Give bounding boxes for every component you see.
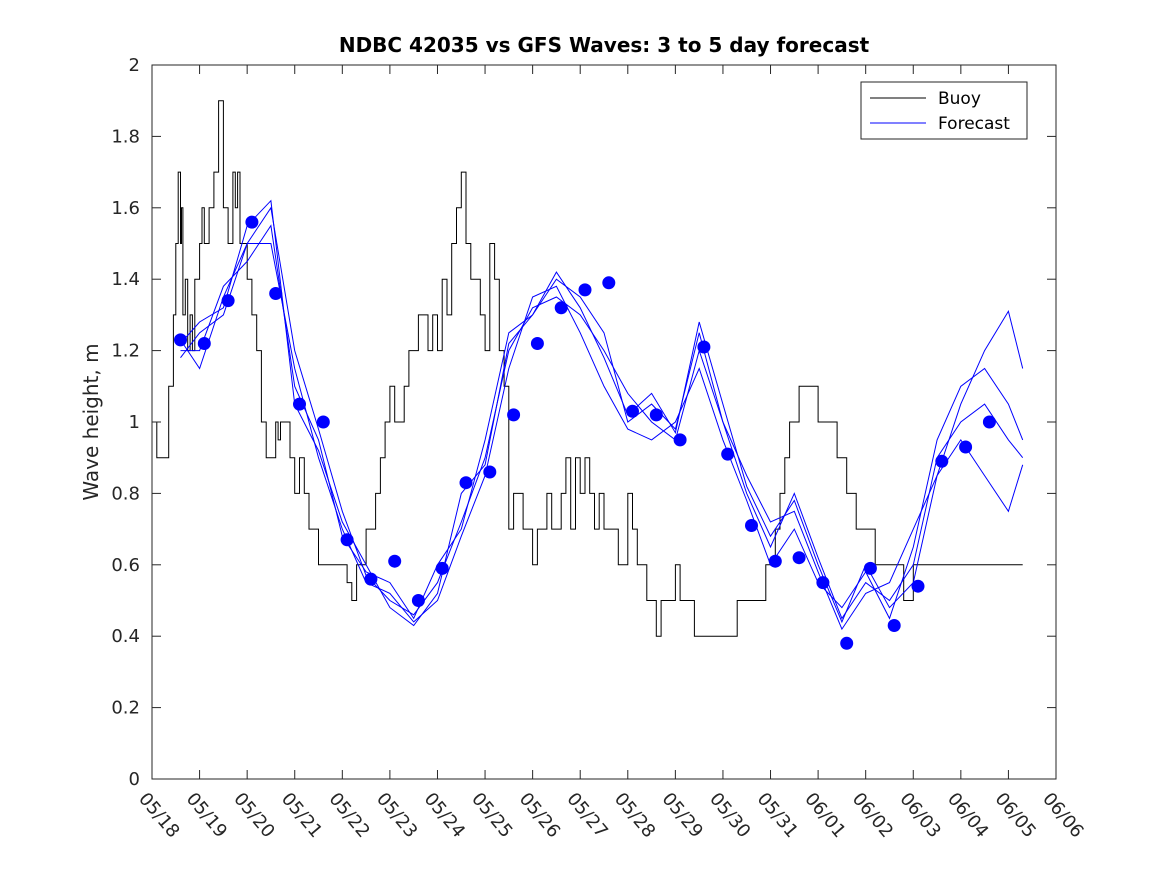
y-tick-label: 1.2 [111, 341, 140, 362]
x-tick-label: 05/28 [610, 789, 659, 842]
y-tick-label: 0.6 [111, 555, 140, 576]
x-tick-label: 05/26 [515, 789, 564, 842]
forecast-point [388, 554, 402, 568]
chart-title: NDBC 42035 vs GFS Waves: 3 to 5 day fore… [339, 33, 870, 57]
plot-area-frame [151, 64, 1057, 780]
x-tick-label: 05/19 [182, 789, 231, 842]
forecast-point [459, 476, 473, 490]
forecast-point [887, 619, 901, 632]
forecast-point [959, 440, 973, 454]
y-axis-label: Wave height, m [79, 343, 103, 500]
forecast-point [340, 533, 354, 547]
x-tick-label: 05/27 [562, 789, 611, 842]
legend-label-forecast: Forecast [938, 114, 1010, 134]
x-tick-label: 06/01 [800, 789, 849, 842]
forecast-point [626, 404, 639, 418]
y-tick-label: 0.2 [111, 698, 140, 719]
forecast-point [507, 408, 521, 422]
legend: Buoy Forecast [860, 81, 1028, 140]
forecast-point [578, 283, 592, 297]
forecast-point [197, 337, 211, 350]
forecast-point [411, 594, 425, 607]
forecast-point [602, 276, 616, 290]
forecast-point [935, 454, 949, 468]
forecast-point [982, 415, 996, 429]
forecast-point [483, 465, 497, 479]
y-tick-label: 2 [129, 55, 140, 76]
x-tick-label: 05/22 [324, 789, 373, 842]
forecast-point [245, 215, 259, 229]
forecast-series-line-1 [180, 224, 1024, 620]
legend-label-buoy: Buoy [938, 89, 981, 109]
y-tick-label: 0 [129, 769, 140, 790]
forecast-point [745, 519, 758, 532]
forecast-point [863, 561, 877, 575]
forecast-series-line-0 [180, 206, 1024, 631]
x-tick-label: 05/21 [277, 789, 326, 842]
x-tick-label: 06/03 [895, 789, 944, 842]
forecast-series-line-3 [180, 199, 1024, 627]
forecast-point [364, 572, 378, 586]
y-tick-label: 0.4 [111, 626, 140, 647]
y-tick-label: 1.6 [111, 198, 140, 219]
y-tick-label: 1.4 [111, 269, 140, 290]
x-tick-label: 06/05 [991, 789, 1040, 842]
forecast-point [649, 408, 663, 422]
forecast-point [435, 561, 449, 575]
forecast-point [269, 287, 283, 300]
x-tick-label: 05/29 [658, 789, 707, 842]
series-layer [152, 100, 1024, 650]
forecast-point [316, 415, 330, 429]
x-tick-label: 05/31 [753, 789, 802, 842]
buoy-series-line [152, 100, 1023, 637]
forecast-point [673, 433, 687, 447]
x-tick-label: 06/06 [1038, 789, 1087, 842]
x-tick-label: 05/30 [705, 789, 754, 842]
forecast-point [792, 551, 806, 565]
forecast-point [840, 636, 854, 650]
forecast-point [293, 397, 306, 411]
forecast-point [221, 294, 235, 308]
x-tick-label: 05/24 [420, 789, 469, 842]
forecast-point [911, 579, 925, 593]
x-tick-label: 06/02 [848, 789, 897, 842]
legend-box [860, 81, 1028, 140]
forecast-point [530, 337, 544, 350]
forecast-point [697, 340, 711, 354]
forecast-point [174, 333, 187, 347]
x-tick-label: 05/20 [229, 789, 278, 842]
x-tick-label: 05/23 [372, 789, 421, 842]
plot-background [152, 65, 1056, 779]
y-tick-label: 1.8 [111, 126, 140, 147]
forecast-point [768, 554, 782, 568]
y-tick-label: 0.8 [111, 483, 140, 504]
x-tick-label: 05/18 [134, 789, 183, 842]
y-tick-label: 1 [129, 412, 140, 433]
forecast-point [816, 576, 830, 590]
x-tick-label: 05/25 [467, 789, 516, 842]
forecast-point [721, 447, 735, 461]
x-tick-label: 06/04 [943, 789, 992, 842]
forecast-series-line-2 [180, 243, 1024, 623]
forecast-point [554, 301, 568, 315]
